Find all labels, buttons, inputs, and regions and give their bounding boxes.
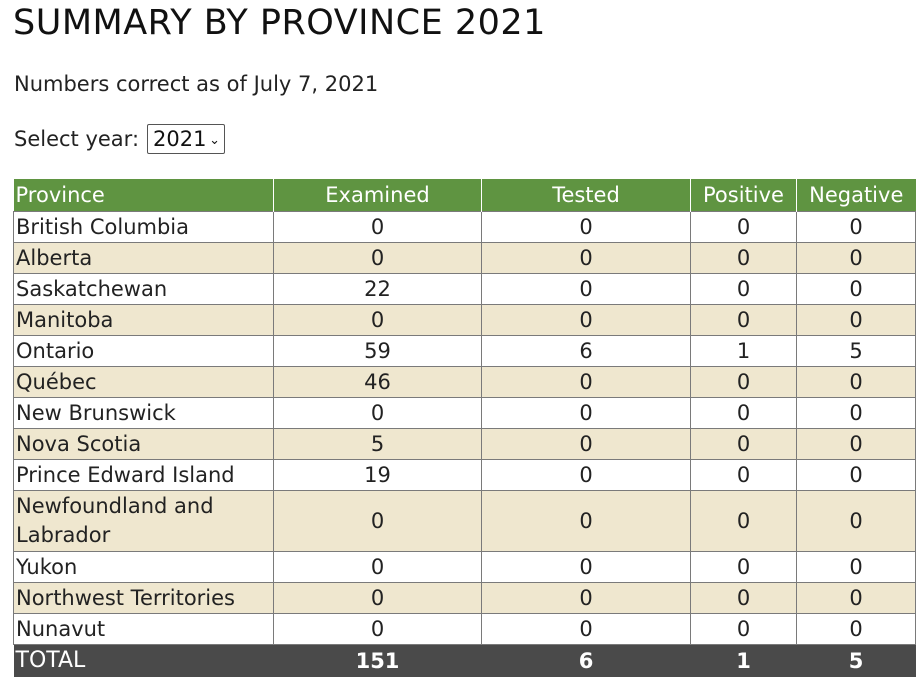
- cell-tested: 0: [481, 459, 691, 491]
- cell-tested: 0: [481, 242, 691, 274]
- cell-examined: 0: [273, 613, 482, 645]
- cell-province: Nunavut: [13, 613, 274, 645]
- table-header-row: Province Examined Tested Positive Negati…: [13, 179, 916, 212]
- cell-positive: 0: [690, 242, 797, 274]
- cell-negative: 0: [796, 242, 916, 274]
- province-summary-table: Province Examined Tested Positive Negati…: [13, 179, 916, 677]
- cell-positive: 1: [690, 335, 797, 367]
- column-header-examined: Examined: [273, 179, 482, 212]
- chevron-down-icon: ⌄: [209, 132, 221, 148]
- cell-negative: 0: [796, 428, 916, 460]
- page-title: SUMMARY BY PROVINCE 2021: [13, 3, 546, 43]
- cell-tested: 0: [481, 428, 691, 460]
- cell-examined: 5: [273, 428, 482, 460]
- cell-examined: 0: [273, 242, 482, 274]
- cell-province: Manitoba: [13, 304, 274, 336]
- table-row: Prince Edward Island 19 0 0 0: [13, 459, 916, 491]
- column-header-tested: Tested: [481, 179, 691, 212]
- cell-examined: 0: [273, 551, 482, 583]
- cell-tested: 0: [481, 273, 691, 305]
- cell-positive: 0: [690, 273, 797, 305]
- cell-positive: 0: [690, 582, 797, 614]
- table-row: Alberta 0 0 0 0: [13, 242, 916, 274]
- table-row: New Brunswick 0 0 0 0: [13, 397, 916, 429]
- total-row: TOTAL 151 6 1 5: [13, 644, 916, 677]
- total-tested: 6: [481, 644, 691, 677]
- table-row: British Columbia 0 0 0 0: [13, 211, 916, 243]
- year-select[interactable]: 2021 ⌄: [147, 124, 226, 154]
- cell-positive: 0: [690, 304, 797, 336]
- cell-negative: 0: [796, 582, 916, 614]
- cell-negative: 0: [796, 366, 916, 398]
- year-selector-row: Select year: 2021 ⌄: [14, 123, 226, 155]
- cell-examined: 59: [273, 335, 482, 367]
- cell-province: Prince Edward Island: [13, 459, 274, 491]
- total-negative: 5: [796, 644, 916, 677]
- table-row: Nunavut 0 0 0 0: [13, 613, 916, 645]
- cell-examined: 0: [273, 490, 482, 552]
- cell-tested: 0: [481, 211, 691, 243]
- cell-province: Yukon: [13, 551, 274, 583]
- cell-positive: 0: [690, 211, 797, 243]
- cell-examined: 0: [273, 582, 482, 614]
- cell-negative: 0: [796, 490, 916, 552]
- cell-negative: 0: [796, 397, 916, 429]
- cell-negative: 0: [796, 304, 916, 336]
- cell-positive: 0: [690, 551, 797, 583]
- cell-examined: 0: [273, 397, 482, 429]
- cell-negative: 0: [796, 459, 916, 491]
- column-header-positive: Positive: [690, 179, 797, 212]
- total-examined: 151: [273, 644, 482, 677]
- cell-positive: 0: [690, 397, 797, 429]
- column-header-negative: Negative: [796, 179, 916, 212]
- table-row: Ontario 59 6 1 5: [13, 335, 916, 367]
- table-row: Yukon 0 0 0 0: [13, 551, 916, 583]
- year-select-value: 2021: [153, 127, 207, 151]
- cell-province: Alberta: [13, 242, 274, 274]
- cell-examined: 0: [273, 304, 482, 336]
- cell-tested: 0: [481, 613, 691, 645]
- update-note: Numbers correct as of July 7, 2021: [14, 72, 379, 96]
- cell-negative: 0: [796, 273, 916, 305]
- cell-tested: 0: [481, 551, 691, 583]
- cell-province: Québec: [13, 366, 274, 398]
- cell-negative: 5: [796, 335, 916, 367]
- cell-examined: 22: [273, 273, 482, 305]
- table-row: Saskatchewan 22 0 0 0: [13, 273, 916, 305]
- cell-province: Nova Scotia: [13, 428, 274, 460]
- cell-tested: 0: [481, 304, 691, 336]
- cell-tested: 0: [481, 397, 691, 429]
- cell-province: Ontario: [13, 335, 274, 367]
- cell-examined: 19: [273, 459, 482, 491]
- column-header-province: Province: [13, 179, 274, 212]
- total-positive: 1: [690, 644, 797, 677]
- cell-tested: 0: [481, 490, 691, 552]
- total-label: TOTAL: [13, 644, 274, 677]
- cell-negative: 0: [796, 551, 916, 583]
- cell-positive: 0: [690, 490, 797, 552]
- cell-tested: 6: [481, 335, 691, 367]
- cell-province: New Brunswick: [13, 397, 274, 429]
- cell-tested: 0: [481, 582, 691, 614]
- table-row: Québec 46 0 0 0: [13, 366, 916, 398]
- cell-positive: 0: [690, 428, 797, 460]
- cell-province: Northwest Territories: [13, 582, 274, 614]
- cell-examined: 46: [273, 366, 482, 398]
- table-row: Nova Scotia 5 0 0 0: [13, 428, 916, 460]
- cell-positive: 0: [690, 613, 797, 645]
- cell-positive: 0: [690, 366, 797, 398]
- table-row: Manitoba 0 0 0 0: [13, 304, 916, 336]
- cell-tested: 0: [481, 366, 691, 398]
- year-label: Select year:: [14, 127, 140, 151]
- cell-examined: 0: [273, 211, 482, 243]
- cell-province: Saskatchewan: [13, 273, 274, 305]
- cell-negative: 0: [796, 211, 916, 243]
- cell-positive: 0: [690, 459, 797, 491]
- cell-province: British Columbia: [13, 211, 274, 243]
- table-row: Northwest Territories 0 0 0 0: [13, 582, 916, 614]
- cell-province: Newfoundland and Labrador: [13, 490, 274, 552]
- table-row: Newfoundland and Labrador 0 0 0 0: [13, 490, 916, 552]
- cell-negative: 0: [796, 613, 916, 645]
